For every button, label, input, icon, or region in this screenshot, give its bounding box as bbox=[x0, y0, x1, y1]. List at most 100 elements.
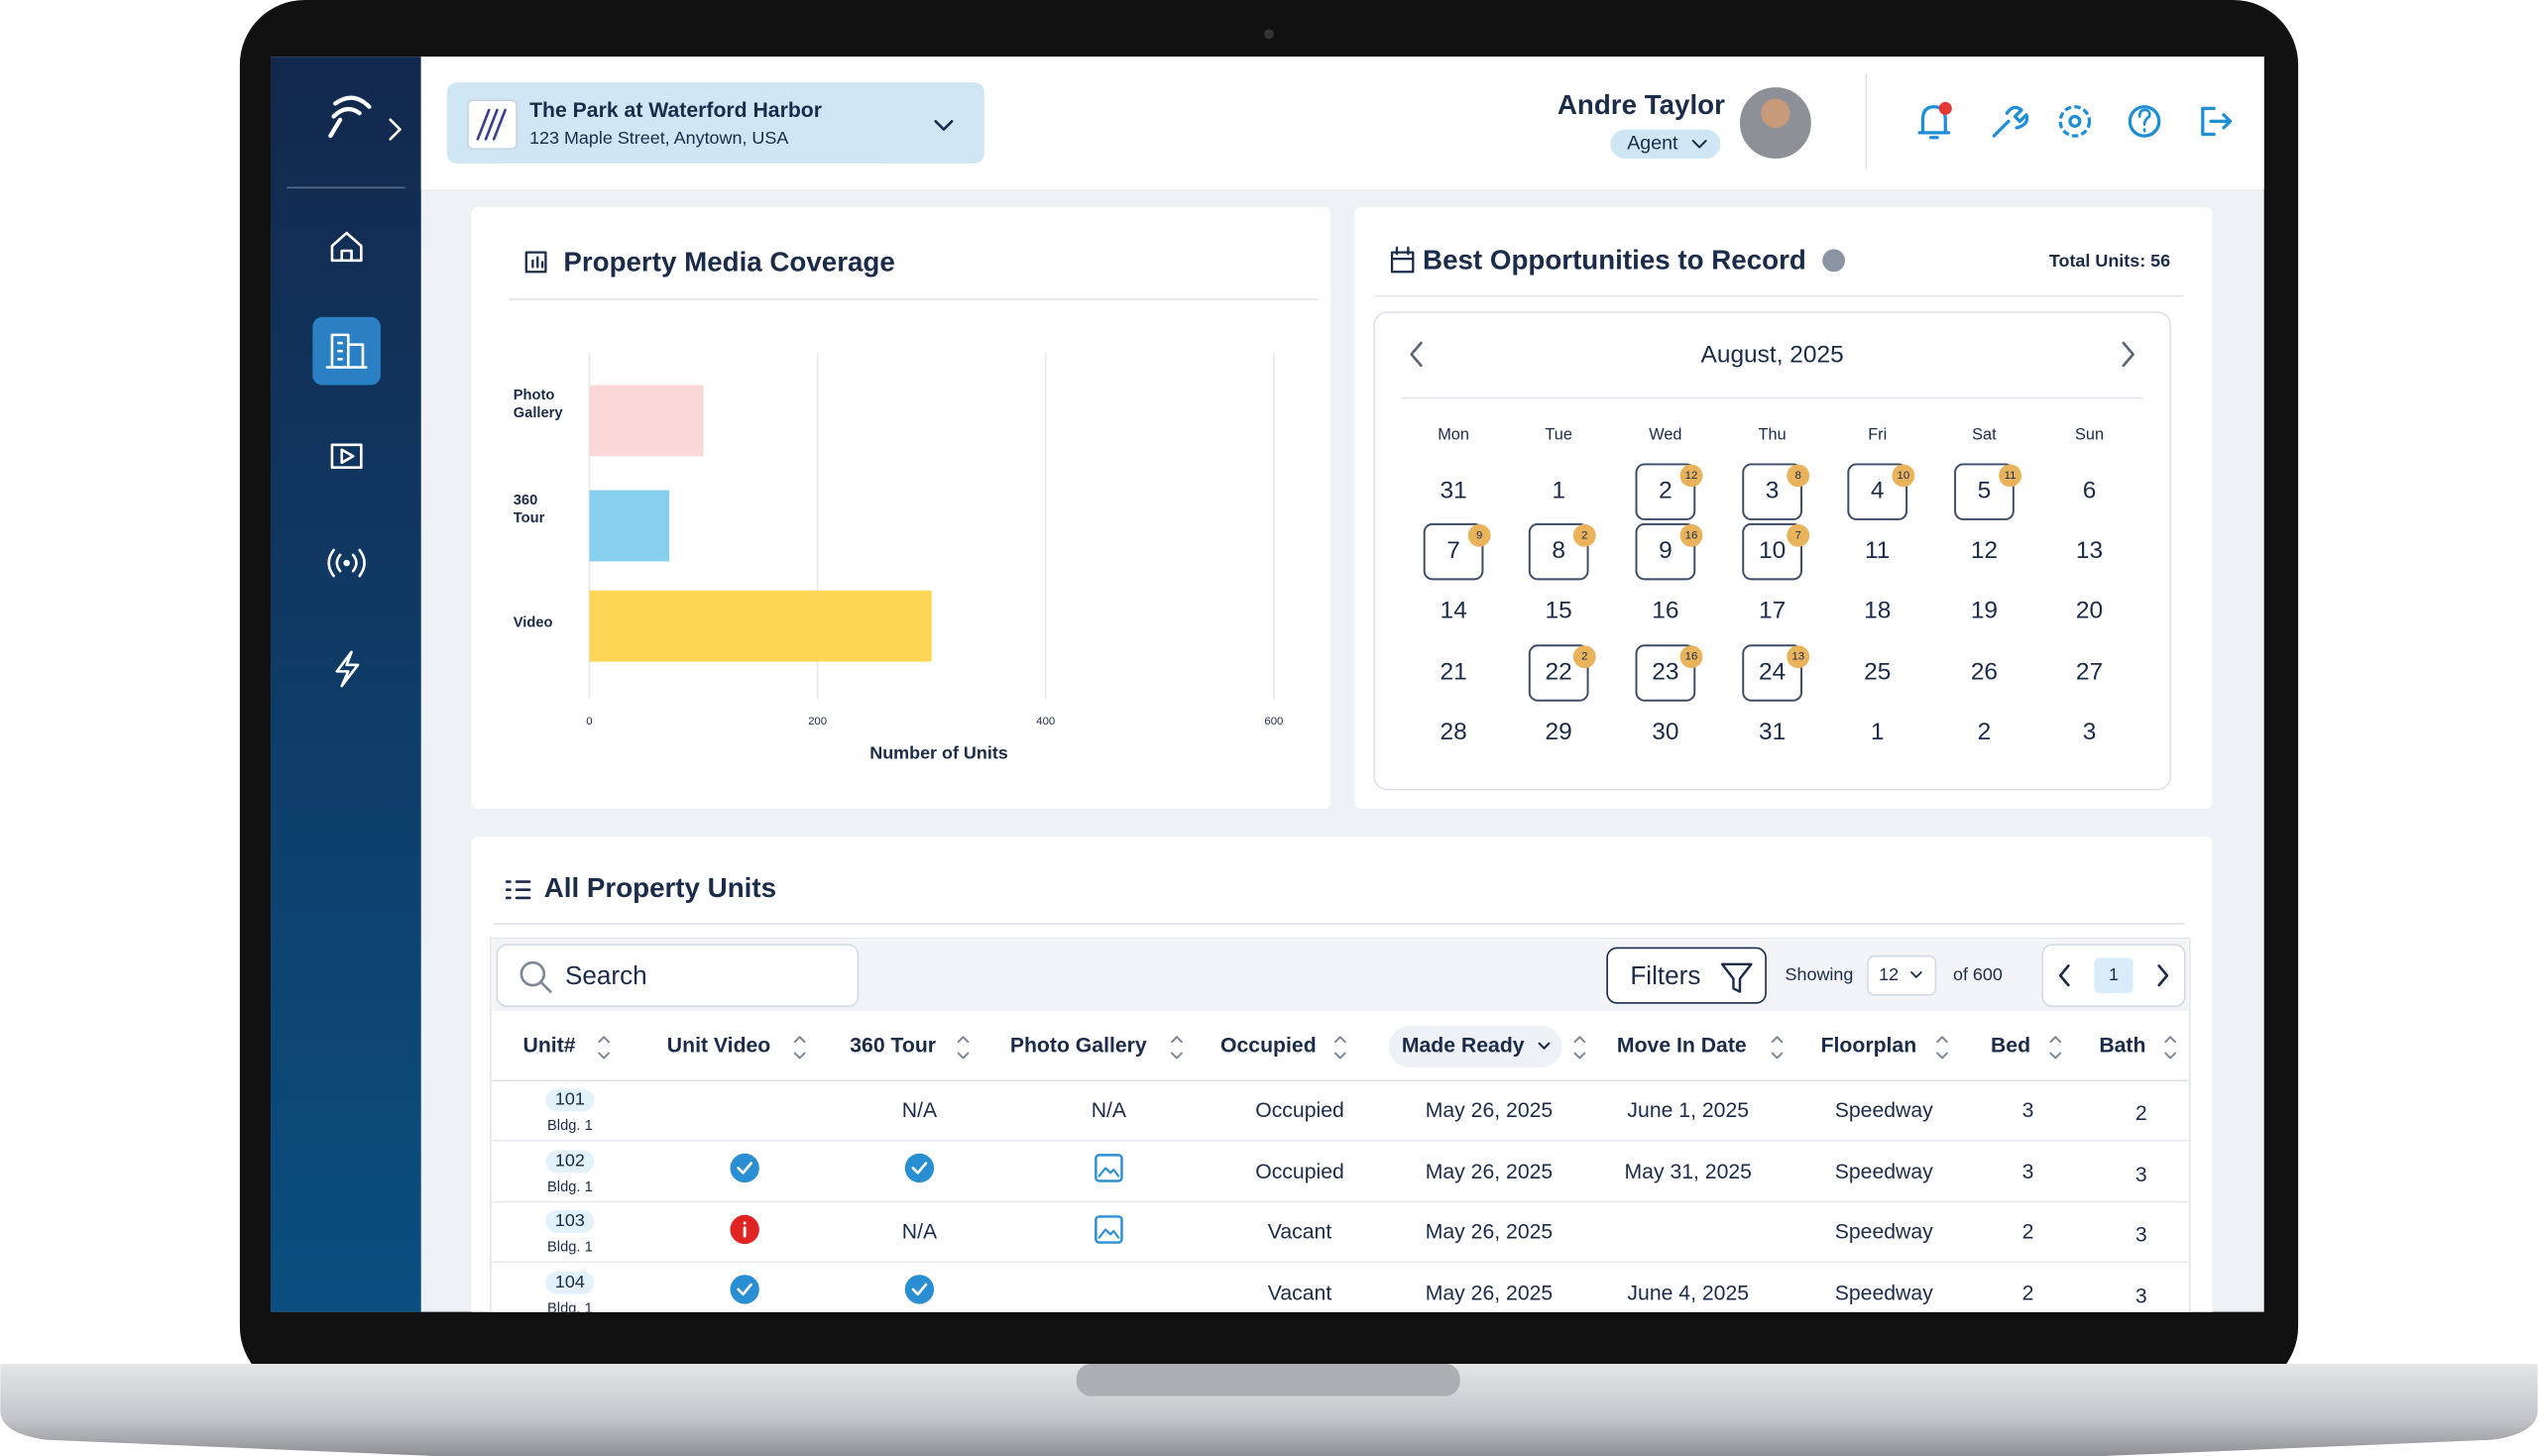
occupied: Vacant bbox=[1268, 1282, 1332, 1304]
sidebar bbox=[270, 56, 421, 1312]
occupied: Occupied bbox=[1255, 1099, 1344, 1122]
current-page-bg[interactable] bbox=[2094, 957, 2134, 994]
column-header[interactable]: Floorplan bbox=[1821, 1035, 1917, 1058]
status-check bbox=[904, 1275, 935, 1304]
unit-pill[interactable] bbox=[545, 1088, 595, 1112]
day: 16 bbox=[1652, 597, 1678, 623]
day-count: 16 bbox=[1685, 529, 1698, 541]
bath: 2 bbox=[2135, 1102, 2147, 1125]
y-tick-label: 360 Tour bbox=[514, 493, 545, 526]
check-mark bbox=[737, 1283, 752, 1296]
unit-number: 101 bbox=[555, 1089, 585, 1109]
day-highlight[interactable] bbox=[1528, 644, 1589, 702]
help[interactable] bbox=[2128, 105, 2161, 138]
page-size[interactable] bbox=[1867, 954, 1937, 996]
page-size-value: 12 bbox=[1879, 964, 1899, 984]
prev-month[interactable] bbox=[1410, 341, 1423, 368]
screen: The Park at Waterford Harbor 123 Maple St… bbox=[270, 56, 2264, 1316]
calendar-icon bbox=[1390, 246, 1415, 274]
gallery: N/A bbox=[1092, 1099, 1127, 1122]
sort-icon bbox=[2049, 1036, 2062, 1060]
day: 1 bbox=[1552, 478, 1565, 504]
column-header[interactable]: Occupied bbox=[1220, 1035, 1317, 1058]
status-check bbox=[904, 1153, 935, 1183]
day-highlight[interactable] bbox=[1423, 522, 1484, 581]
day-highlight[interactable] bbox=[1635, 644, 1696, 702]
day-count: 10 bbox=[1897, 470, 1909, 482]
sort-icon bbox=[2164, 1036, 2177, 1060]
property-selector[interactable] bbox=[446, 82, 984, 164]
filters-button[interactable] bbox=[1606, 947, 1767, 1004]
settings[interactable] bbox=[2058, 105, 2092, 138]
camera bbox=[1264, 29, 1274, 40]
day-highlight[interactable] bbox=[1954, 463, 2015, 520]
sort-icon bbox=[1771, 1036, 1784, 1060]
day-highlight[interactable] bbox=[1635, 522, 1696, 581]
property-name: The Park at Waterford Harbor bbox=[529, 99, 822, 122]
bed: 2 bbox=[2022, 1220, 2034, 1243]
x-tick-label: 0 bbox=[586, 716, 592, 728]
current-page: 1 bbox=[2109, 964, 2119, 984]
photo-icon-mark bbox=[1097, 1228, 1120, 1239]
search-icon-handle bbox=[539, 980, 552, 993]
day-highlight[interactable] bbox=[1742, 644, 1802, 702]
bath: 3 bbox=[2135, 1286, 2147, 1308]
day-highlight[interactable] bbox=[1635, 463, 1696, 520]
filters-label: Filters bbox=[1630, 960, 1700, 990]
avatar-face bbox=[1761, 98, 1790, 128]
calendar-title: Best Opportunities to Record bbox=[1423, 245, 1806, 276]
day-badge bbox=[1787, 523, 1810, 547]
month-label: August, 2025 bbox=[1701, 342, 1844, 369]
day-highlight[interactable] bbox=[1528, 522, 1589, 581]
search-box[interactable] bbox=[496, 944, 860, 1008]
column-header[interactable]: Unit Video bbox=[667, 1035, 771, 1058]
column-header[interactable]: Made Ready bbox=[1402, 1035, 1525, 1058]
occupied: Occupied bbox=[1255, 1161, 1344, 1183]
unit-number: 103 bbox=[555, 1210, 585, 1230]
next-page[interactable] bbox=[2157, 964, 2169, 987]
tour: N/A bbox=[902, 1220, 938, 1243]
day-badge bbox=[1679, 523, 1703, 547]
column-header[interactable]: Move In Date bbox=[1617, 1035, 1747, 1058]
day-count: 12 bbox=[1685, 470, 1698, 482]
column-header[interactable]: Bath bbox=[2099, 1035, 2145, 1058]
filter-icon bbox=[1720, 962, 1753, 993]
column-header[interactable]: Photo Gallery bbox=[1010, 1035, 1147, 1058]
role-pill[interactable] bbox=[1610, 129, 1721, 159]
day-count: 16 bbox=[1685, 651, 1698, 663]
day-highlight[interactable] bbox=[1742, 522, 1802, 581]
column-header[interactable]: Unit# bbox=[523, 1035, 576, 1058]
day-badge bbox=[1999, 464, 2021, 488]
day: 27 bbox=[2076, 658, 2103, 685]
status-check bbox=[730, 1275, 759, 1304]
day: 6 bbox=[2083, 478, 2097, 504]
photo-icon bbox=[1095, 1215, 1123, 1244]
column-header[interactable]: 360 Tour bbox=[850, 1035, 936, 1058]
day: 2 bbox=[1978, 719, 1992, 745]
building: Bldg. 1 bbox=[547, 1300, 593, 1316]
unit-pill[interactable] bbox=[545, 1150, 595, 1174]
day: 4 bbox=[1871, 478, 1885, 504]
day: 21 bbox=[1440, 658, 1466, 685]
unit-pill[interactable] bbox=[545, 1209, 595, 1233]
x-tick-label: 200 bbox=[808, 716, 827, 728]
status-check bbox=[730, 1153, 759, 1183]
bar bbox=[589, 490, 670, 562]
day-highlight[interactable] bbox=[1742, 463, 1802, 520]
made-ready: May 26, 2025 bbox=[1426, 1161, 1553, 1183]
day: 24 bbox=[1759, 658, 1786, 685]
unit-pill[interactable] bbox=[545, 1271, 595, 1294]
day: 23 bbox=[1652, 658, 1678, 685]
sort-icon bbox=[1573, 1036, 1586, 1060]
weekday: Tue bbox=[1545, 425, 1572, 443]
building: Bldg. 1 bbox=[547, 1239, 593, 1255]
day: 7 bbox=[1446, 537, 1460, 564]
column-header[interactable]: Bed bbox=[1991, 1035, 2030, 1058]
prev-page[interactable] bbox=[2058, 964, 2070, 987]
day-highlight[interactable] bbox=[1847, 463, 1908, 520]
move-in: June 4, 2025 bbox=[1627, 1282, 1749, 1304]
next-month[interactable] bbox=[2122, 341, 2134, 368]
day: 26 bbox=[1971, 658, 1998, 685]
day: 20 bbox=[2076, 597, 2103, 623]
